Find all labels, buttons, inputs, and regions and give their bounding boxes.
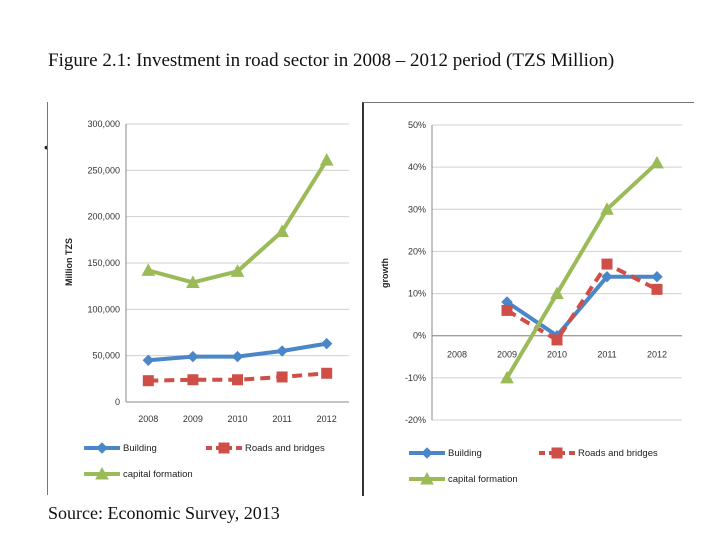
investment-point-capital xyxy=(141,263,156,276)
figure-title: Figure 2.1: Investment in road sector in… xyxy=(48,50,615,71)
growth-x-tick-label: 2010 xyxy=(547,350,567,360)
investment-point-roads xyxy=(142,375,154,387)
source-note: Source: Economic Survey, 2013 xyxy=(48,503,280,523)
growth-y-tick-label: 20% xyxy=(408,246,426,256)
growth-legend-swatch-marker xyxy=(421,447,433,459)
growth-point-roads xyxy=(501,304,513,316)
investment-y-tick-label: 150,000 xyxy=(87,258,120,268)
investment-point-building xyxy=(142,354,155,367)
growth-point-capital xyxy=(600,202,614,215)
growth-y-tick-label: -20% xyxy=(405,415,426,425)
investment-series-line-capital xyxy=(147,159,329,285)
growth-point-building xyxy=(601,271,613,283)
investment-y-tick-label: 300,000 xyxy=(87,119,120,129)
investment-legend-swatch-building xyxy=(84,442,120,454)
investment-legend-label: Building xyxy=(123,442,157,454)
growth-legend-swatch-roads xyxy=(539,447,575,459)
investment-legend-item-building: Building xyxy=(84,442,157,454)
growth-legend-label: capital formation xyxy=(448,473,518,485)
growth-legend-item-roads: Roads and bridges xyxy=(539,447,658,459)
investment-legend-item-capital: capital formation xyxy=(84,466,193,480)
growth-y-tick-label: 50% xyxy=(408,120,426,130)
investment-point-building xyxy=(276,345,288,357)
investment-point-roads xyxy=(187,374,199,386)
investment-legend-item-roads: Roads and bridges xyxy=(206,442,325,454)
investment-legend-swatch-capital xyxy=(84,466,120,480)
investment-legend-swatch-marker xyxy=(96,442,108,454)
investment-point-roads xyxy=(232,374,243,386)
growth-legend-swatch-marker xyxy=(551,447,563,459)
investment-point-roads xyxy=(321,367,333,379)
investment-point-building xyxy=(320,337,333,350)
growth-chart: -20% -10% 0% 10% 20% 30% 40% 50% 2008 2009 2010 201… xyxy=(380,120,682,425)
growth-point-roads xyxy=(551,334,563,346)
growth-legend-item-building: Building xyxy=(409,447,482,459)
growth-series-line-building xyxy=(505,274,657,338)
investment-chart-legend: Building Roads and bridges capital formati… xyxy=(48,438,328,488)
growth-legend-label: Roads and bridges xyxy=(578,447,658,459)
growth-series-line-capital xyxy=(505,161,659,379)
growth-y-tick-label: -10% xyxy=(405,373,426,383)
growth-point-capital xyxy=(500,370,514,384)
growth-legend-swatch-building xyxy=(409,447,445,459)
growth-chart-legend: Building Roads and bridges capital formati… xyxy=(364,443,664,493)
growth-y-tick-label: 0% xyxy=(413,331,426,341)
growth-point-roads xyxy=(651,283,663,295)
investment-point-capital xyxy=(319,153,334,166)
growth-point-capital xyxy=(650,155,664,169)
investment-legend-swatch-roads xyxy=(206,442,242,454)
investment-point-capital xyxy=(275,224,289,237)
investment-y-tick-label: 0 xyxy=(115,397,120,407)
growth-y-axis-title: growth xyxy=(380,258,390,288)
growth-x-tick-label: 2011 xyxy=(597,350,616,360)
growth-x-tick-label: 2012 xyxy=(647,350,667,360)
investment-point-building xyxy=(231,350,244,363)
investment-x-tick-label: 2009 xyxy=(183,414,203,424)
investment-legend-swatch-marker xyxy=(218,442,230,454)
bullet-mark: • xyxy=(44,139,49,155)
investment-legend-swatch-marker xyxy=(95,466,109,480)
investment-x-tick-label: 2008 xyxy=(138,414,158,424)
investment-point-roads xyxy=(276,371,288,383)
investment-y-tick-label: 50,000 xyxy=(92,351,120,361)
investment-legend-label: Roads and bridges xyxy=(245,442,325,454)
left-chart-panel: 0 50,000 100,000 150,000 200,000 250,000 300,0… xyxy=(47,102,364,495)
growth-legend-swatch-capital xyxy=(409,471,445,485)
investment-chart: 0 50,000 100,000 150,000 200,000 250,000 300,0… xyxy=(64,119,349,424)
investment-point-capital xyxy=(186,275,200,288)
investment-y-axis-title: Million TZS xyxy=(64,238,74,286)
growth-legend-swatch-marker xyxy=(420,471,434,485)
investment-x-tick-label: 2012 xyxy=(317,414,337,424)
growth-legend-item-capital: capital formation xyxy=(409,471,518,485)
growth-y-tick-label: 40% xyxy=(408,162,426,172)
investment-x-tick-label: 2010 xyxy=(227,414,247,424)
investment-legend-label: capital formation xyxy=(123,468,193,480)
growth-series-line-roads xyxy=(505,262,658,342)
growth-point-capital xyxy=(550,286,564,300)
growth-y-tick-label: 30% xyxy=(408,204,426,214)
growth-y-tick-label: 10% xyxy=(408,289,426,299)
growth-point-building xyxy=(651,271,663,283)
investment-y-tick-label: 250,000 xyxy=(87,165,120,175)
growth-x-tick-label: 2009 xyxy=(497,350,517,360)
investment-y-tick-label: 100,000 xyxy=(87,304,120,314)
investment-point-building xyxy=(187,350,199,363)
right-chart-panel: -20% -10% 0% 10% 20% 30% 40% 50% 2008 2009 2010 201… xyxy=(362,102,694,496)
investment-y-tick-label: 200,000 xyxy=(87,212,120,222)
growth-point-roads xyxy=(601,258,613,270)
investment-x-tick-label: 2011 xyxy=(272,414,291,424)
growth-x-tick-label: 2008 xyxy=(447,350,467,360)
investment-point-capital xyxy=(230,264,245,277)
growth-legend-label: Building xyxy=(448,447,482,459)
